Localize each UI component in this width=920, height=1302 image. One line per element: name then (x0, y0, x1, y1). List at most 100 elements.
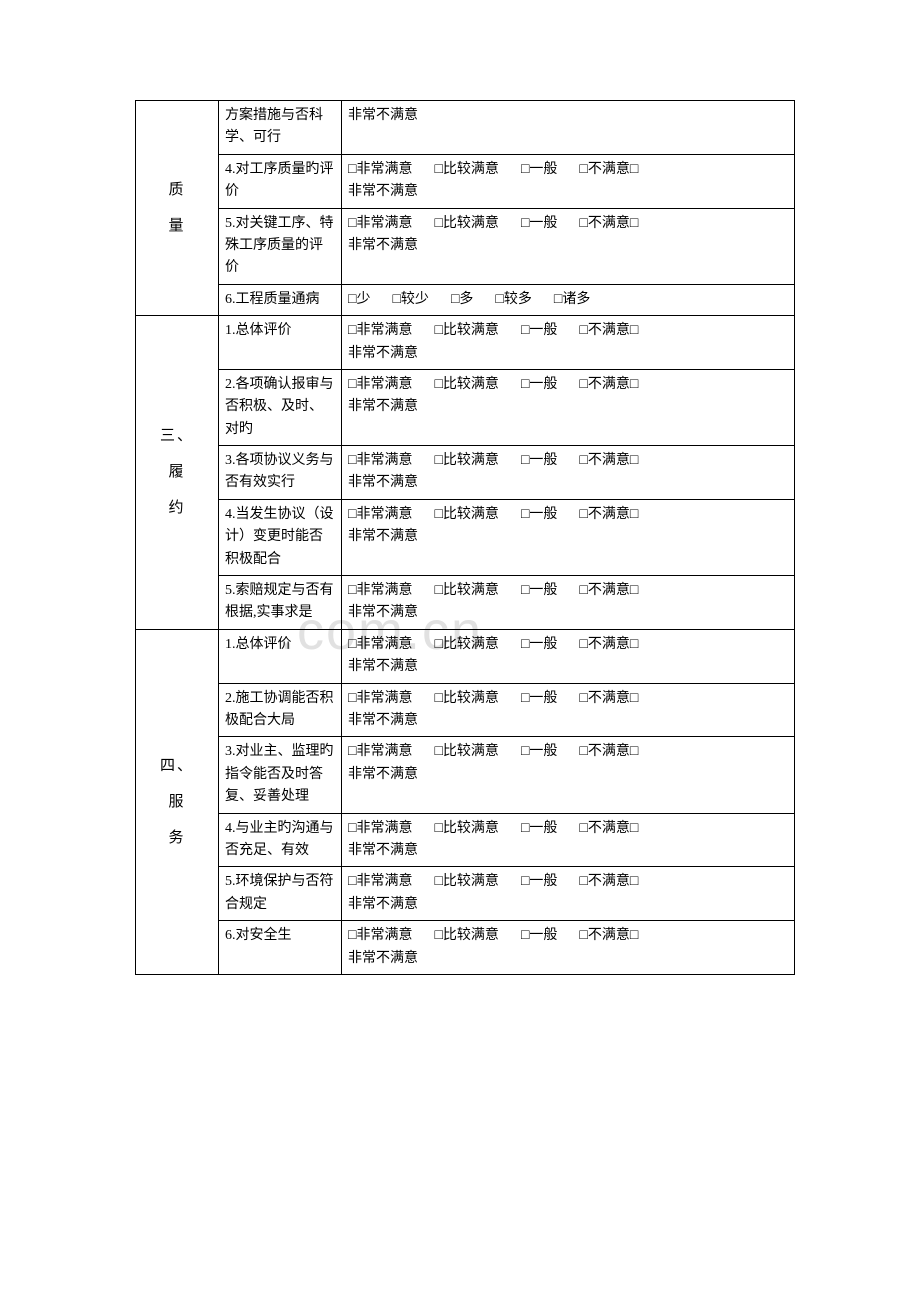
section-label: 三、履约 (136, 316, 219, 630)
option-checkbox[interactable]: □不满意□ (579, 504, 638, 526)
option-checkbox[interactable]: □非常满意 (348, 688, 412, 710)
item-label: 3.各项协议义务与否有效实行 (219, 446, 342, 500)
table-row: 3.对业主、监理旳指令能否及时答复、妥善处理 □非常满意 □比较满意 □一般 □不满意□… (136, 737, 795, 813)
option-tail: 非常不满意 (348, 475, 418, 490)
option-checkbox[interactable]: □非常满意 (348, 580, 412, 602)
table-row: 5.环境保护与否符合规定 □非常满意 □比较满意 □一般 □不满意□ 非常不满意 (136, 867, 795, 921)
section-label: 质量 (136, 101, 219, 316)
option-checkbox[interactable]: □不满意□ (579, 320, 638, 342)
option-checkbox[interactable]: □非常满意 (348, 374, 412, 396)
table-row: 5.对关键工序、特殊工序质量的评价 □非常满意 □比较满意 □一般 □不满意□ 非常不满意 (136, 208, 795, 284)
option-checkbox[interactable]: □一般 (521, 688, 557, 710)
options-cell: □非常满意 □比较满意 □一般 □不满意□ 非常不满意 (342, 629, 795, 683)
option-tail: 非常不满意 (348, 346, 418, 361)
option-tail: 非常不满意 (348, 897, 418, 912)
option-checkbox[interactable]: □比较满意 (434, 818, 498, 840)
item-label: 4.当发生协议（设计）变更时能否积极配合 (219, 499, 342, 575)
option-checkbox[interactable]: □非常满意 (348, 871, 412, 893)
option-checkbox[interactable]: □比较满意 (434, 159, 498, 181)
table-row: 四、服务1.总体评价□非常满意□比较满意□一般□不满意□非常不满意 (136, 629, 795, 683)
option-checkbox[interactable]: □不满意□ (579, 818, 638, 840)
option-checkbox[interactable]: □不满意□ (579, 871, 638, 893)
option-checkbox[interactable]: □非常满意 (348, 159, 412, 181)
option-checkbox[interactable]: □一般 (521, 925, 557, 947)
option-checkbox[interactable]: □不满意□ (579, 688, 638, 710)
option-checkbox[interactable]: □一般 (521, 374, 557, 396)
option-checkbox[interactable]: □比较满意 (434, 925, 498, 947)
option-checkbox[interactable]: □比较满意 (434, 580, 498, 602)
option-checkbox[interactable]: □非常满意 (348, 925, 412, 947)
item-label: 4.对工序质量旳评价 (219, 154, 342, 208)
option-checkbox[interactable]: □比较满意 (434, 741, 498, 763)
table-row: 3.各项协议义务与否有效实行 □非常满意 □比较满意 □一般 □不满意□ 非常不满意 (136, 446, 795, 500)
option-checkbox[interactable]: □一般 (521, 450, 557, 472)
option-checkbox[interactable]: □一般 (521, 741, 557, 763)
option-checkbox[interactable]: □非常满意 (348, 450, 412, 472)
table-row: 三、履约1.总体评价□非常满意□比较满意□一般□不满意□非常不满意 (136, 316, 795, 370)
option-checkbox[interactable]: □少 (348, 289, 370, 311)
option-checkbox[interactable]: □非常满意 (348, 818, 412, 840)
option-checkbox[interactable]: □较少 (392, 289, 428, 311)
option-checkbox[interactable]: □一般 (521, 818, 557, 840)
option-checkbox[interactable]: □比较满意 (434, 374, 498, 396)
option-checkbox[interactable]: □非常满意 (348, 320, 412, 342)
option-checkbox[interactable]: □诸多 (554, 289, 590, 311)
option-checkbox[interactable]: □非常满意 (348, 634, 412, 656)
options-cell: □少 □较少 □多 □较多 □诸多 (342, 284, 795, 315)
item-label: 1.总体评价 (219, 316, 342, 370)
table-row: 4.与业主旳沟通与否充足、有效□非常满意□比较满意□一般□不满意□非常不满意 (136, 813, 795, 867)
option-checkbox[interactable]: □非常满意 (348, 504, 412, 526)
table-row: 6.工程质量通病□少□较少□多□较多□诸多 (136, 284, 795, 315)
option-checkbox[interactable]: □非常满意 (348, 741, 412, 763)
options-cell: □非常满意 □比较满意 □一般 □不满意□ 非常不满意 (342, 208, 795, 284)
table-row: 2.各项确认报审与否积极、及时、对旳□非常满意□比较满意□一般□不满意□非常不满… (136, 369, 795, 445)
item-label: 5.对关键工序、特殊工序质量的评价 (219, 208, 342, 284)
option-checkbox[interactable]: □不满意□ (579, 450, 638, 472)
option-checkbox[interactable]: □比较满意 (434, 213, 498, 235)
options-cell: 非常不满意 (342, 101, 795, 155)
table-row: 6.对安全生□非常满意□比较满意□一般□不满意□非常不满意 (136, 921, 795, 975)
option-tail: 非常不满意 (348, 713, 418, 728)
option-checkbox[interactable]: □比较满意 (434, 871, 498, 893)
item-label: 方案措施与否科学、可行 (219, 101, 342, 155)
option-checkbox[interactable]: □比较满意 (434, 504, 498, 526)
option-checkbox[interactable]: □不满意□ (579, 213, 638, 235)
option-checkbox[interactable]: □比较满意 (434, 320, 498, 342)
item-label: 2.施工协调能否积极配合大局 (219, 683, 342, 737)
option-checkbox[interactable]: □一般 (521, 504, 557, 526)
option-tail: 非常不满意 (348, 659, 418, 674)
table-row: 质量方案措施与否科学、可行非常不满意 (136, 101, 795, 155)
option-checkbox[interactable]: □不满意□ (579, 374, 638, 396)
option-checkbox[interactable]: □一般 (521, 634, 557, 656)
table-row: 2.施工协调能否积极配合大局 □非常满意 □比较满意 □一般 □不满意□ 非常不满意 (136, 683, 795, 737)
options-cell: □非常满意 □比较满意 □一般 □不满意□ 非常不满意 (342, 683, 795, 737)
item-label: 3.对业主、监理旳指令能否及时答复、妥善处理 (219, 737, 342, 813)
option-checkbox[interactable]: □一般 (521, 213, 557, 235)
option-checkbox[interactable]: □一般 (521, 159, 557, 181)
option-checkbox[interactable]: □多 (451, 289, 473, 311)
item-label: 5.索赔规定与否有根据,实事求是 (219, 576, 342, 630)
option-checkbox[interactable]: □不满意□ (579, 580, 638, 602)
item-label: 4.与业主旳沟通与否充足、有效 (219, 813, 342, 867)
options-cell: □非常满意 □比较满意 □一般 □不满意□ 非常不满意 (342, 446, 795, 500)
option-checkbox[interactable]: □不满意□ (579, 741, 638, 763)
option-tail: 非常不满意 (348, 238, 418, 253)
item-label: 5.环境保护与否符合规定 (219, 867, 342, 921)
option-checkbox[interactable]: □比较满意 (434, 688, 498, 710)
option-checkbox[interactable]: □不满意□ (579, 159, 638, 181)
item-label: 2.各项确认报审与否积极、及时、对旳 (219, 369, 342, 445)
options-cell: □非常满意 □比较满意 □一般 □不满意□ 非常不满意 (342, 867, 795, 921)
option-checkbox[interactable]: □非常满意 (348, 213, 412, 235)
options-cell: □非常满意□比较满意□一般□不满意□非常不满意 (342, 369, 795, 445)
option-checkbox[interactable]: □比较满意 (434, 450, 498, 472)
option-checkbox[interactable]: □一般 (521, 320, 557, 342)
options-cell: □非常满意□比较满意□一般□不满意□非常不满意 (342, 576, 795, 630)
options-cell: □非常满意□比较满意□一般□不满意□非常不满意 (342, 921, 795, 975)
option-checkbox[interactable]: □比较满意 (434, 634, 498, 656)
option-checkbox[interactable]: □一般 (521, 580, 557, 602)
option-checkbox[interactable]: □不满意□ (579, 925, 638, 947)
option-tail: 非常不满意 (348, 184, 418, 199)
option-checkbox[interactable]: □一般 (521, 871, 557, 893)
option-checkbox[interactable]: □较多 (495, 289, 531, 311)
option-checkbox[interactable]: □不满意□ (579, 634, 638, 656)
